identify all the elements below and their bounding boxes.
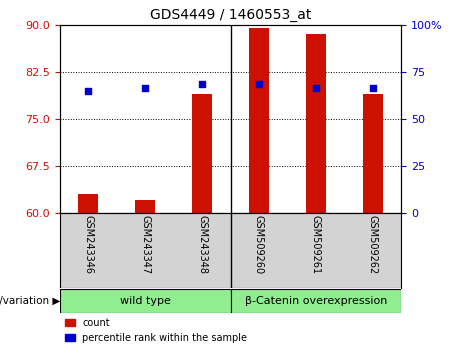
Bar	[192, 94, 212, 213]
Text: GSM509260: GSM509260	[254, 215, 264, 274]
Bar	[306, 34, 326, 213]
FancyBboxPatch shape	[60, 289, 230, 313]
Point	[85, 88, 92, 93]
Legend: count, percentile rank within the sample: count, percentile rank within the sample	[65, 318, 247, 343]
Text: GSM243346: GSM243346	[83, 215, 94, 274]
Text: GSM509261: GSM509261	[311, 215, 321, 274]
Point	[198, 81, 206, 87]
Point	[255, 81, 263, 87]
Bar	[78, 194, 98, 213]
Point	[369, 85, 376, 90]
Text: GSM509262: GSM509262	[367, 215, 378, 275]
Text: β-Catenin overexpression: β-Catenin overexpression	[245, 296, 387, 306]
Text: GSM243348: GSM243348	[197, 215, 207, 274]
Point	[142, 85, 149, 90]
Bar	[363, 94, 383, 213]
FancyBboxPatch shape	[230, 289, 401, 313]
Text: wild type: wild type	[120, 296, 171, 306]
Text: genotype/variation ▶: genotype/variation ▶	[0, 296, 60, 306]
Title: GDS4449 / 1460553_at: GDS4449 / 1460553_at	[150, 8, 311, 22]
Point	[312, 85, 319, 90]
Bar	[135, 200, 155, 213]
Text: GSM243347: GSM243347	[140, 215, 150, 274]
Bar	[249, 28, 269, 213]
